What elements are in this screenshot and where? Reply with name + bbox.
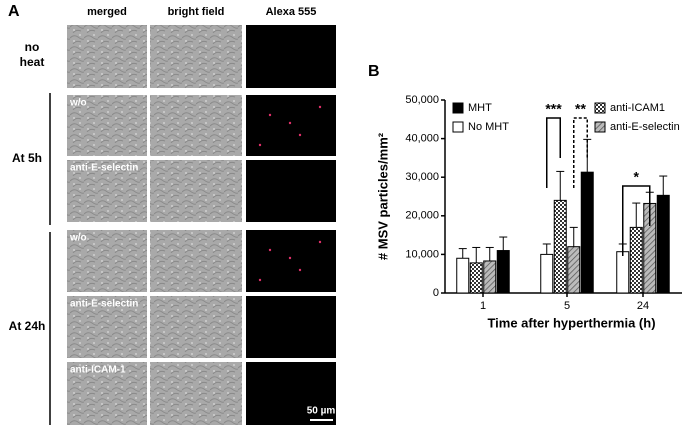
fluorescent-particle (268, 248, 272, 252)
legend-label: anti-ICAM1 (610, 102, 665, 114)
significance-label: *** (545, 101, 562, 117)
y-tick-label: 0 (433, 287, 439, 299)
micrograph (246, 362, 336, 425)
bar (629, 226, 643, 294)
fluorescent-particle (318, 105, 322, 109)
micrograph (150, 362, 242, 425)
fluorescent-particle (288, 121, 292, 125)
micrograph (67, 95, 147, 156)
micrograph (246, 25, 336, 88)
micrograph (246, 95, 336, 156)
condition-label: anti-E-selectin (70, 163, 138, 174)
scale-bar-label: 50 µm (307, 406, 336, 417)
bar (553, 199, 567, 294)
condition-label: anti-E-selectin (70, 299, 138, 310)
micrograph (150, 296, 242, 358)
micrograph (67, 362, 147, 425)
micrograph (246, 230, 336, 292)
significance-bracket (573, 117, 588, 188)
row-label: At 24h (9, 319, 46, 333)
bar (616, 251, 630, 294)
column-header: Alexa 555 (266, 6, 317, 18)
y-axis-label: # MSV particles/mm² (375, 132, 390, 260)
y-tick-label: 50,000 (405, 94, 439, 106)
condition-label: w/o (69, 233, 87, 244)
column-header: bright field (168, 6, 225, 18)
legend-label: No MHT (468, 121, 509, 133)
row-label: At 5h (12, 151, 42, 165)
micrograph (246, 296, 336, 358)
condition-label: anti-ICAM-1 (70, 365, 126, 376)
micrograph (150, 160, 242, 222)
y-tick-label: 10,000 (405, 248, 439, 260)
x-axis-label: Time after hyperthermia (h) (487, 315, 655, 330)
column-header: merged (87, 6, 127, 18)
row-label: no heat (19, 40, 45, 69)
panel-label: B (368, 63, 380, 80)
condition-label: w/o (69, 98, 87, 109)
y-tick-label: 20,000 (405, 210, 439, 222)
bar (580, 171, 594, 294)
micrograph (150, 95, 242, 156)
x-tick-label: 5 (564, 300, 570, 312)
fluorescent-particle (258, 143, 262, 147)
fluorescent-particle (288, 256, 292, 260)
micrograph (150, 25, 242, 88)
bar (456, 257, 470, 294)
legend-swatch (594, 102, 606, 114)
bar (496, 250, 510, 294)
significance-label: ** (575, 101, 586, 117)
bar (540, 253, 554, 294)
micrograph (67, 296, 147, 358)
micrograph (67, 230, 147, 292)
legend-label: MHT (468, 102, 492, 114)
fluorescent-particle (298, 268, 302, 272)
legend-label: anti-E-selectin (610, 121, 680, 133)
fluorescent-particle (298, 133, 302, 137)
x-tick-label: 24 (637, 300, 649, 312)
fluorescent-particle (268, 113, 272, 117)
legend-swatch (452, 102, 464, 114)
fluorescent-particle (258, 278, 262, 282)
significance-bracket (622, 185, 651, 256)
y-tick-label: 40,000 (405, 133, 439, 145)
significance-label: * (634, 169, 640, 185)
bar (656, 194, 670, 294)
significance-bracket (546, 117, 561, 188)
micrograph (150, 230, 242, 292)
y-tick-label: 30,000 (405, 171, 439, 183)
bar (483, 260, 497, 294)
x-tick-label: 1 (480, 300, 486, 312)
micrograph (67, 25, 147, 88)
bar (567, 246, 581, 294)
panel-label: A (8, 3, 20, 20)
legend-swatch (594, 121, 606, 133)
micrograph (246, 160, 336, 222)
fluorescent-particle (318, 240, 322, 244)
legend-swatch (452, 121, 464, 133)
micrograph (67, 160, 147, 222)
bar (469, 262, 483, 294)
